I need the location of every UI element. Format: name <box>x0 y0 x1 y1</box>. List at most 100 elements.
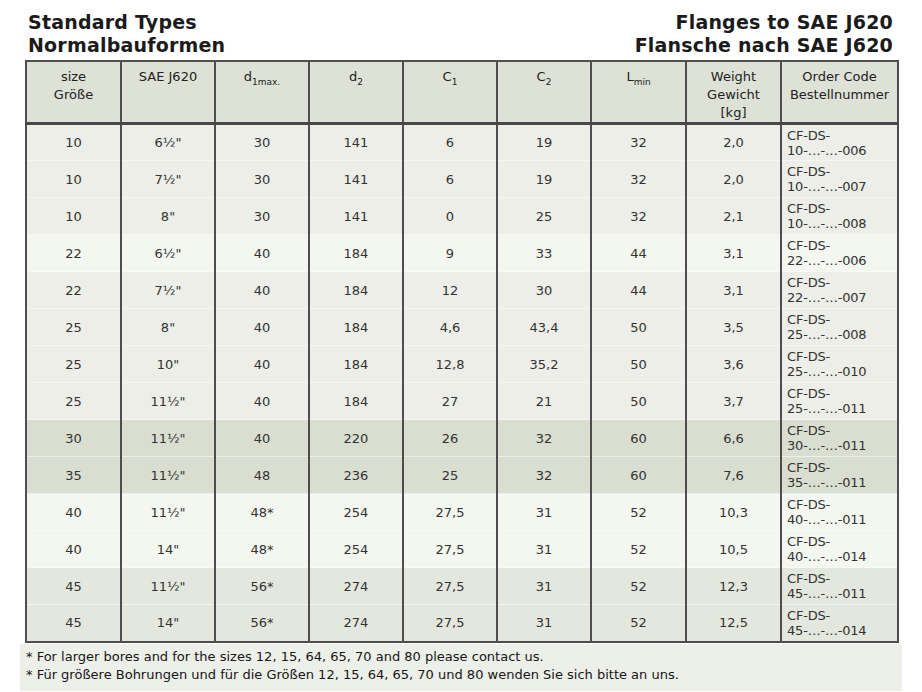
cell-sae: 10" <box>121 346 215 383</box>
cell-c1: 27 <box>403 383 497 420</box>
cell-sae: 11½" <box>121 568 215 605</box>
cell-weight: 3,1 <box>686 235 781 272</box>
column-header-lmin: Lmin <box>591 61 686 124</box>
cell-lmin: 52 <box>591 531 686 568</box>
title-standard-types: Standard Types <box>28 11 225 34</box>
cell-weight: 12,5 <box>686 605 781 642</box>
cell-d2: 220 <box>309 420 403 457</box>
cell-weight: 6,6 <box>686 420 781 457</box>
cell-lmin: 32 <box>591 198 686 235</box>
cell-sae: 6½" <box>121 124 215 161</box>
cell-weight: 7,6 <box>686 457 781 494</box>
cell-c2: 31 <box>497 494 591 531</box>
cell-c1: 27,5 <box>403 531 497 568</box>
cell-code: CF-DS-45-…-…-014 <box>781 605 898 642</box>
cell-c2: 30 <box>497 272 591 309</box>
cell-lmin: 52 <box>591 605 686 642</box>
cell-code: CF-DS-35-…-…-011 <box>781 457 898 494</box>
cell-c2: 35,2 <box>497 346 591 383</box>
cell-d1max: 40 <box>215 346 309 383</box>
column-header-c1: C1 <box>403 61 497 124</box>
cell-weight: 2,0 <box>686 161 781 198</box>
cell-lmin: 44 <box>591 272 686 309</box>
cell-code: CF-DS-22-…-…-006 <box>781 235 898 272</box>
cell-d2: 236 <box>309 457 403 494</box>
cell-weight: 2,0 <box>686 124 781 161</box>
cell-size: 10 <box>26 161 121 198</box>
cell-weight: 3,7 <box>686 383 781 420</box>
cell-d2: 141 <box>309 198 403 235</box>
cell-c1: 25 <box>403 457 497 494</box>
cell-d1max: 40 <box>215 309 309 346</box>
cell-lmin: 52 <box>591 568 686 605</box>
cell-c2: 19 <box>497 124 591 161</box>
cell-lmin: 52 <box>591 494 686 531</box>
cell-code: CF-DS-22-…-…-007 <box>781 272 898 309</box>
cell-c2: 19 <box>497 161 591 198</box>
cell-c2: 31 <box>497 531 591 568</box>
table-row: 226½"40184933443,1CF-DS-22-…-…-006 <box>26 235 898 272</box>
cell-d2: 184 <box>309 346 403 383</box>
cell-c2: 43,4 <box>497 309 591 346</box>
cell-c2: 32 <box>497 420 591 457</box>
cell-weight: 10,3 <box>686 494 781 531</box>
cell-d2: 274 <box>309 568 403 605</box>
cell-c2: 32 <box>497 457 591 494</box>
cell-code: CF-DS-40-…-…-014 <box>781 531 898 568</box>
cell-lmin: 32 <box>591 161 686 198</box>
cell-d1max: 56* <box>215 568 309 605</box>
cell-code: CF-DS-25-…-…-011 <box>781 383 898 420</box>
cell-size: 25 <box>26 383 121 420</box>
table-row: 4514"56*27427,5315212,5CF-DS-45-…-…-014 <box>26 605 898 642</box>
cell-sae: 11½" <box>121 383 215 420</box>
cell-c1: 12 <box>403 272 497 309</box>
cell-sae: 11½" <box>121 457 215 494</box>
table-body: 106½"30141619322,0CF-DS-10-…-…-006107½"3… <box>26 124 898 642</box>
cell-size: 40 <box>26 531 121 568</box>
cell-weight: 12,3 <box>686 568 781 605</box>
cell-size: 35 <box>26 457 121 494</box>
footnote-de: * Für größere Bohrungen und für die Größ… <box>26 666 896 684</box>
cell-sae: 8" <box>121 198 215 235</box>
cell-size: 22 <box>26 235 121 272</box>
cell-size: 22 <box>26 272 121 309</box>
cell-lmin: 32 <box>591 124 686 161</box>
cell-c1: 0 <box>403 198 497 235</box>
title-flanges-to-sae: Flanges to SAE J620 <box>635 11 893 34</box>
column-header-size: size Größe <box>26 61 121 124</box>
cell-d1max: 40 <box>215 235 309 272</box>
cell-c1: 6 <box>403 161 497 198</box>
cell-d1max: 48* <box>215 494 309 531</box>
cell-d1max: 30 <box>215 161 309 198</box>
column-header-c2: C2 <box>497 61 591 124</box>
cell-weight: 3,6 <box>686 346 781 383</box>
cell-c2: 31 <box>497 605 591 642</box>
table-header-row: size Größe SAE J620 d1max. d2 C1 C2 <box>26 61 898 124</box>
cell-size: 45 <box>26 568 121 605</box>
table-row: 4014"48*25427,5315210,5CF-DS-40-…-…-014 <box>26 531 898 568</box>
title-normalbauformen: Normalbauformen <box>28 34 225 57</box>
cell-d2: 274 <box>309 605 403 642</box>
page-title-right: Flanges to SAE J620 Flansche nach SAE J6… <box>635 11 893 57</box>
catalog-page: Standard Types Normalbauformen Flanges t… <box>0 0 922 692</box>
table-row: 2510"4018412,835,2503,6CF-DS-25-…-…-010 <box>26 346 898 383</box>
cell-d1max: 30 <box>215 198 309 235</box>
cell-c2: 25 <box>497 198 591 235</box>
flange-spec-table: size Größe SAE J620 d1max. d2 C1 C2 <box>25 60 899 643</box>
table-row: 3011½"402202632606,6CF-DS-30-…-…-011 <box>26 420 898 457</box>
cell-weight: 10,5 <box>686 531 781 568</box>
cell-c1: 27,5 <box>403 494 497 531</box>
cell-d1max: 48 <box>215 457 309 494</box>
cell-lmin: 50 <box>591 383 686 420</box>
cell-size: 25 <box>26 346 121 383</box>
column-header-d2: d2 <box>309 61 403 124</box>
cell-d2: 254 <box>309 531 403 568</box>
cell-weight: 2,1 <box>686 198 781 235</box>
table-row: 227½"401841230443,1CF-DS-22-…-…-007 <box>26 272 898 309</box>
cell-size: 10 <box>26 198 121 235</box>
cell-sae: 7½" <box>121 161 215 198</box>
cell-c2: 31 <box>497 568 591 605</box>
table-row: 106½"30141619322,0CF-DS-10-…-…-006 <box>26 124 898 161</box>
title-flansche-nach-sae: Flansche nach SAE J620 <box>635 34 893 57</box>
cell-c2: 21 <box>497 383 591 420</box>
